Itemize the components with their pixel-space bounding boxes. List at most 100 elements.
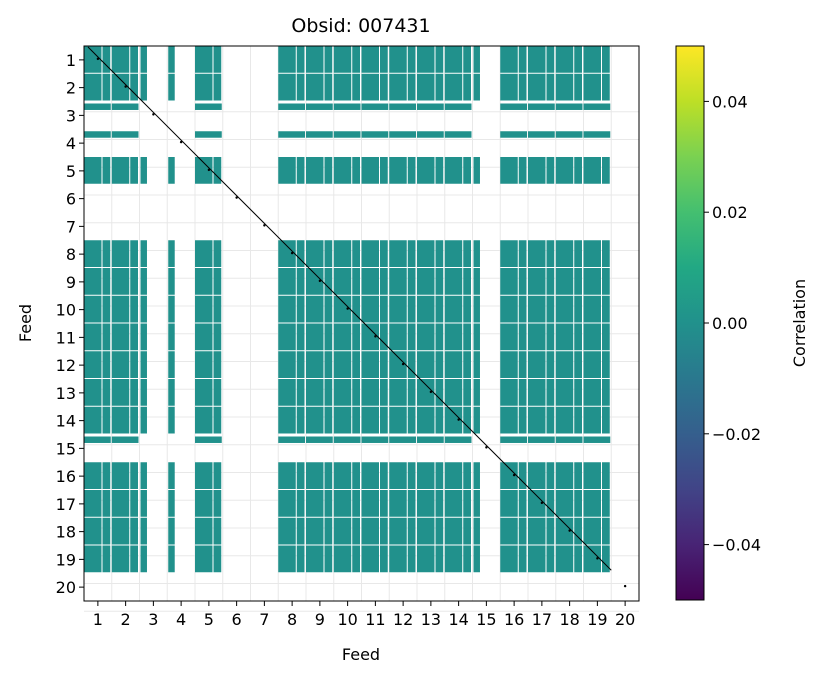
- heatmap-cell: [500, 73, 518, 101]
- heatmap-cell: [324, 295, 333, 323]
- heatmap-cell: [296, 268, 305, 295]
- heatmap-cell: [111, 157, 130, 184]
- heatmap-cell: [574, 517, 582, 545]
- heatmap-cell: [333, 295, 352, 323]
- heatmap-cell: [389, 462, 407, 489]
- heatmap-cell: [306, 323, 324, 351]
- heatmap-cell: [213, 323, 222, 351]
- heatmap-cell: [546, 268, 555, 295]
- heatmap-cell: [278, 131, 305, 138]
- heatmap-cell: [473, 157, 480, 184]
- heatmap-cell: [111, 240, 130, 267]
- diagonal-marker: [568, 529, 571, 532]
- heatmap-cell: [306, 490, 324, 517]
- heatmap-cell: [528, 351, 546, 378]
- heatmap-cell: [583, 351, 601, 378]
- heatmap-cell: [407, 351, 416, 378]
- heatmap-cell: [140, 379, 147, 406]
- heatmap-cell: [389, 131, 416, 138]
- heatmap-cell: [417, 379, 435, 406]
- heatmap-cell: [168, 268, 175, 295]
- colorbar-tick-label: 0.04: [712, 92, 748, 111]
- heatmap-cell: [546, 157, 555, 184]
- heatmap-cell: [195, 379, 213, 406]
- heatmap-cell: [528, 406, 546, 434]
- heatmap-cell: [333, 46, 352, 73]
- heatmap-cell: [213, 462, 222, 489]
- heatmap-cell: [130, 406, 138, 434]
- heatmap-cell: [195, 103, 222, 110]
- heatmap-cell: [528, 436, 555, 443]
- heatmap-cell: [324, 490, 333, 517]
- x-tick-label: 18: [559, 610, 579, 629]
- x-tick-label: 6: [232, 610, 242, 629]
- heatmap-cell: [213, 73, 222, 101]
- heatmap-cell: [306, 436, 333, 443]
- heatmap-cell: [213, 351, 222, 378]
- diagonal-marker: [152, 113, 155, 116]
- heatmap-cell: [296, 240, 305, 267]
- heatmap-cell: [380, 462, 388, 489]
- heatmap-cell: [473, 379, 480, 406]
- heatmap-cell: [417, 545, 435, 573]
- heatmap-cell: [407, 379, 416, 406]
- heatmap-cell: [583, 73, 601, 101]
- heatmap-cell: [168, 462, 175, 489]
- diagonal-marker: [596, 557, 599, 560]
- heatmap-cell: [444, 131, 472, 138]
- heatmap-cell: [583, 240, 601, 267]
- heatmap-cell: [195, 436, 222, 443]
- heatmap-cell: [417, 323, 435, 351]
- heatmap-cell: [306, 295, 324, 323]
- heatmap-cell: [463, 379, 471, 406]
- heatmap-cell: [518, 295, 527, 323]
- x-axis-label: Feed: [342, 645, 380, 664]
- x-tick-label: 5: [204, 610, 214, 629]
- chart-title: Obsid: 007431: [291, 15, 430, 37]
- heatmap-cell: [435, 379, 444, 406]
- heatmap-cell: [333, 323, 352, 351]
- colorbar-label: Correlation: [790, 279, 809, 367]
- heatmap-cell: [213, 157, 222, 184]
- heatmap-cell: [130, 379, 138, 406]
- heatmap-cell: [555, 323, 574, 351]
- heatmap-cell: [602, 490, 610, 517]
- heatmap-cell: [528, 268, 546, 295]
- heatmap-cell: [444, 323, 463, 351]
- heatmap-cell: [333, 379, 352, 406]
- heatmap-cell: [602, 240, 610, 267]
- heatmap-cell: [574, 73, 582, 101]
- heatmap-cell: [583, 490, 601, 517]
- heatmap-cell: [417, 517, 435, 545]
- heatmap-cell: [296, 295, 305, 323]
- heatmap-cell: [546, 351, 555, 378]
- heatmap-cell: [473, 406, 480, 434]
- heatmap-area: [84, 46, 639, 612]
- heatmap-cell: [417, 73, 435, 101]
- heatmap-cell: [361, 157, 379, 184]
- heatmap-cell: [168, 490, 175, 517]
- y-tick-label: 10: [56, 301, 76, 320]
- heatmap-cell: [195, 351, 213, 378]
- heatmap-cell: [333, 157, 352, 184]
- heatmap-cell: [213, 46, 222, 73]
- x-tick-label: 19: [587, 610, 607, 629]
- heatmap-cell: [555, 268, 574, 295]
- heatmap-cell: [324, 157, 333, 184]
- heatmap-cell: [168, 351, 175, 378]
- heatmap-cell: [296, 406, 305, 434]
- heatmap-cell: [389, 268, 407, 295]
- heatmap-cell: [380, 379, 388, 406]
- heatmap-cell: [333, 517, 352, 545]
- heatmap-cell: [111, 103, 139, 110]
- heatmap-cell: [555, 462, 574, 489]
- heatmap-cell: [583, 406, 601, 434]
- heatmap-cell: [361, 73, 379, 101]
- heatmap-cell: [407, 295, 416, 323]
- y-tick-label: 8: [66, 245, 76, 264]
- heatmap-cell: [417, 462, 435, 489]
- heatmap-cell: [333, 462, 352, 489]
- heatmap-cell: [444, 462, 463, 489]
- heatmap-cell: [574, 46, 582, 73]
